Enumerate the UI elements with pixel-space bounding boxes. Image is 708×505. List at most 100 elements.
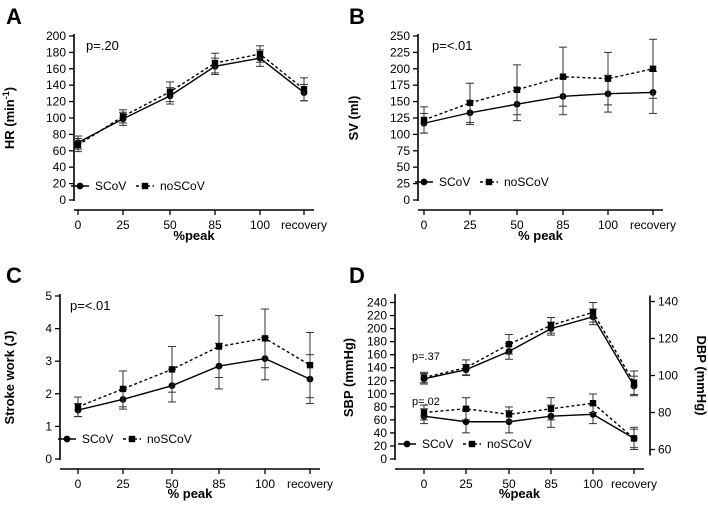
panel-letter: D	[349, 263, 365, 288]
y-tick-label: 20	[53, 177, 67, 191]
y-tick-label: 0	[380, 452, 387, 466]
series-noscov-point	[74, 403, 82, 411]
legend: SCoV noSCoV	[58, 432, 192, 446]
series-noscov-point	[166, 88, 174, 95]
legend-noscov-marker	[141, 182, 149, 190]
y-tick-label: 4	[45, 322, 52, 336]
panel-letter: A	[6, 4, 22, 29]
y-tick-label: 60	[53, 144, 67, 158]
series-noscov-line	[423, 311, 635, 384]
series-scov-line	[77, 57, 305, 144]
series-noscov-point	[466, 99, 474, 107]
y-axis-label-superscript: -1	[1, 91, 11, 99]
annotation: p=<.01	[70, 298, 111, 313]
y-axis-label: SBP (mmHg)	[341, 338, 356, 417]
series-scov	[74, 336, 314, 418]
legend-scov-marker	[420, 178, 428, 186]
x-tick-label: 0	[75, 477, 82, 491]
y-tick-label: 225	[390, 45, 410, 59]
series-sbp-scov	[420, 308, 638, 397]
series-noscov-point	[300, 86, 308, 93]
y-tick-label-right: 60	[658, 443, 672, 457]
y-axis-label: SV (ml)	[346, 96, 361, 141]
legend-noscov-marker	[128, 435, 136, 443]
x-tick-label: 50	[163, 218, 177, 232]
x-tick-label: recovery	[281, 218, 327, 232]
y-axis-label: Stroke work (J)	[2, 331, 17, 425]
x-tick-label: 0	[421, 477, 428, 491]
series-noscov-point	[256, 50, 264, 58]
series-noscov-point	[420, 116, 428, 124]
legend-scov-label: SCoV	[82, 432, 113, 446]
x-tick-label: 85	[212, 477, 226, 491]
x-tick-label: 85	[544, 477, 558, 491]
series-scov-line	[423, 316, 635, 387]
series-noscov-point	[119, 113, 127, 120]
y-tick-label: 200	[367, 322, 387, 336]
series-noscov-point	[462, 364, 470, 371]
legend-noscov-label: noSCoV	[487, 437, 532, 451]
y-tick-label: 80	[374, 400, 388, 414]
x-tick-label: 0	[75, 218, 82, 232]
annotation-dbp: p=.02	[412, 396, 440, 408]
y-tick-label: 0	[403, 193, 410, 207]
x-tick-label: 25	[463, 218, 477, 232]
series-noscov-point	[547, 405, 555, 412]
y-tick-label: 100	[46, 111, 66, 125]
series-noscov-line	[423, 402, 635, 439]
series-noscov-point	[604, 75, 612, 82]
annotation: p=.20	[86, 38, 119, 53]
y-tick-label: 0	[45, 452, 52, 466]
y-tick-label: 20	[374, 439, 388, 453]
x-tick-label: 100	[255, 477, 275, 491]
y-tick-label: 40	[53, 160, 67, 174]
x-tick-label: 50	[510, 218, 524, 232]
series-scov-line	[423, 413, 635, 440]
series-noscov-point	[119, 385, 127, 393]
y-tick-label: 80	[53, 127, 67, 141]
series-noscov-point	[649, 65, 657, 72]
panel-a: A 0 20 40 60 80 100 120 140 160 180 200 0 25 50 85 100 re…	[1, 4, 327, 243]
panel-letter: C	[6, 263, 22, 288]
legend-scov-marker	[403, 440, 411, 448]
series-noscov-point	[420, 409, 428, 416]
legend-noscov-marker	[485, 178, 493, 186]
annotation-sbp: p=.37	[412, 351, 440, 363]
legend-noscov-label: noSCoV	[504, 175, 549, 189]
series-noscov	[420, 38, 657, 134]
series-scov	[420, 70, 657, 134]
x-axis-label: %peak	[499, 486, 541, 501]
x-tick-label: recovery	[611, 477, 657, 491]
series-dbp-noscov	[420, 393, 638, 450]
y-tick-label: 60	[374, 413, 388, 427]
legend-noscov-label: noSCoV	[147, 432, 192, 446]
y-tick-label: 200	[46, 29, 66, 43]
y-tick-label: 140	[46, 78, 66, 92]
y-tick-label-right: 120	[658, 332, 678, 346]
x-tick-label: recovery	[287, 477, 333, 491]
y-tick-label-right: 80	[658, 406, 672, 420]
series-noscov-point	[630, 379, 638, 386]
series-noscov-point	[215, 343, 223, 350]
y-axis-label-close: )	[2, 87, 17, 91]
y-tick-label: 40	[374, 426, 388, 440]
y-tick-label: 50	[397, 160, 411, 174]
series-noscov-point	[261, 335, 269, 342]
legend-noscov-label: noSCoV	[160, 179, 205, 193]
legend-noscov-marker	[468, 440, 476, 448]
series-noscov	[74, 308, 314, 418]
legend-scov-marker	[63, 435, 71, 443]
x-axis-label: % peak	[168, 486, 214, 501]
series-noscov-point	[505, 341, 513, 348]
series-noscov-line	[77, 337, 311, 408]
x-tick-label: 25	[116, 477, 130, 491]
series-noscov-point	[74, 141, 82, 149]
x-tick-label: 100	[250, 218, 270, 232]
series-noscov-point	[505, 411, 513, 418]
y-tick-label: 250	[390, 29, 410, 43]
series-noscov	[74, 45, 308, 153]
x-tick-label: 0	[421, 218, 428, 232]
series-noscov-line	[423, 68, 654, 121]
annotation: p=<.01	[432, 38, 473, 53]
